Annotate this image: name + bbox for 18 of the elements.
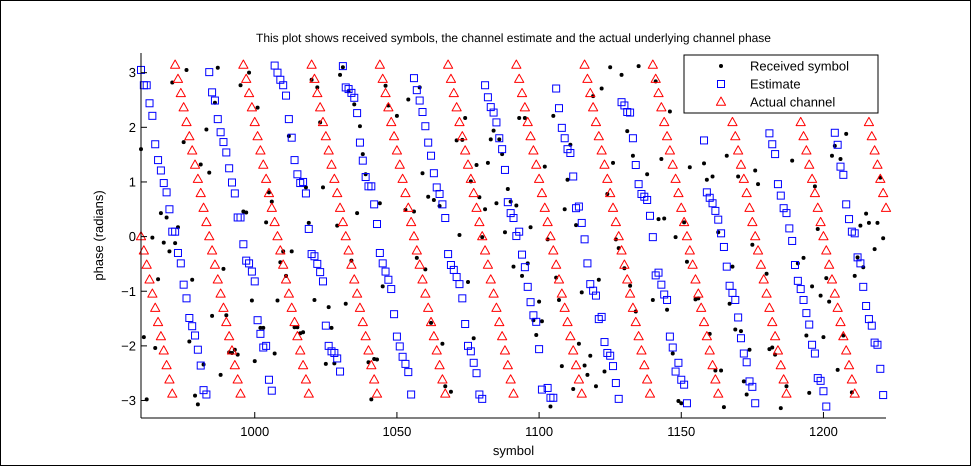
y-tick-label: −1 [121, 284, 136, 299]
y-tick-label: −3 [121, 393, 136, 408]
y-tick-label: 1 [128, 174, 136, 190]
y-tick-label: 2 [128, 120, 136, 135]
legend-label: Estimate [750, 76, 801, 92]
y-tick-label: −2 [121, 338, 136, 354]
y-axis-title: phase (radians) [91, 190, 106, 281]
legend-label: Received symbol [750, 58, 850, 74]
x-tick-label: 1050 [382, 424, 412, 439]
x-tick-label: 1000 [240, 424, 270, 439]
y-tick-label: 0 [128, 229, 136, 244]
x-tick-label: 1200 [808, 424, 838, 439]
legend-label: Actual channel [750, 94, 836, 110]
y-tick-label: 3 [128, 65, 136, 80]
chart-title: This plot shows received symbols, the channel estimate and the actual underlying channel phase [256, 31, 772, 45]
x-tick-label: 1100 [525, 424, 554, 439]
x-tick-label: 1150 [667, 424, 696, 439]
x-axis-title: symbol [492, 443, 534, 458]
